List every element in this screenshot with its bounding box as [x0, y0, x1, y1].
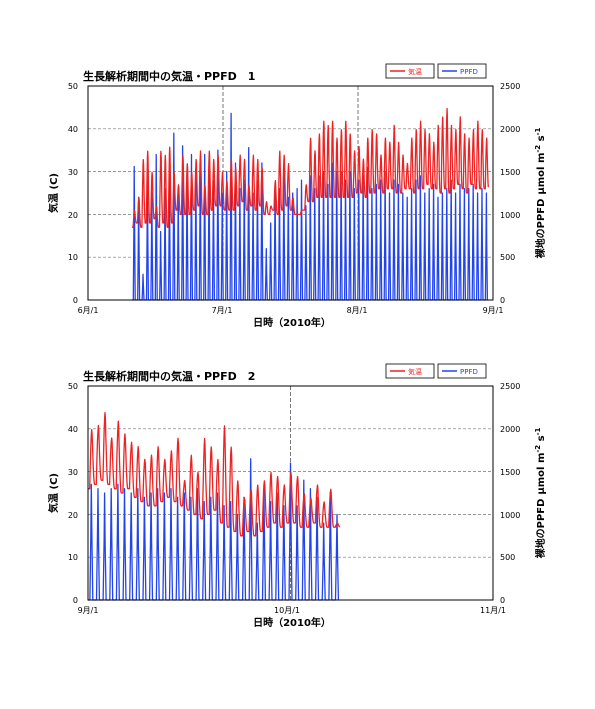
chart-2-y-axis-label: 気温 (C) — [47, 473, 60, 514]
chart-1-y-ticks: 50 40 30 20 10 0 — [68, 82, 78, 305]
chart-2-y2-tick-2000: 2000 — [500, 425, 520, 434]
chart-1-y2-ticks: 2500 2000 1500 1000 500 0 — [500, 82, 520, 305]
chart-2: 生長解析期間中の気温・PPFD 2 気温 PPFD 50 40 30 20 10… — [47, 363, 547, 629]
chart-2-y2-ticks: 2500 2000 1500 1000 500 0 — [500, 382, 520, 605]
chart-2-y-tick-0: 0 — [73, 596, 78, 605]
chart-1-y2-tick-0: 0 — [500, 296, 505, 305]
chart-2-y-tick-20: 20 — [68, 511, 78, 520]
chart-2-frame — [87, 385, 494, 601]
chart-1-y2-axis-label: 裸地のPPFD μmol m-2 s-1 — [534, 127, 547, 258]
chart-1-y-tick-50: 50 — [68, 82, 78, 91]
chart-2-y2-tick-1500: 1500 — [500, 468, 520, 477]
chart-1-y-tick-30: 30 — [68, 168, 78, 177]
chart-2-y2-unit-exp1: -2 — [534, 445, 542, 453]
chart-2-legend: 気温 PPFD — [385, 363, 487, 379]
legend-label-temp: 気温 — [408, 367, 422, 376]
legend-box-temp — [385, 363, 435, 379]
chart-2-y-tick-40: 40 — [68, 425, 78, 434]
chart-2-x-ticks: 9月/1 10月/1 11月/1 — [78, 606, 506, 615]
chart-1-y2-unit-mid: s — [536, 135, 547, 144]
chart-1-y-tick-40: 40 — [68, 125, 78, 134]
chart-2-y-tick-10: 10 — [68, 553, 78, 562]
chart-2-y2-tick-0: 0 — [500, 596, 505, 605]
legend-label-temp: 気温 — [408, 67, 422, 76]
chart-2-y2-unit-mid: s — [536, 435, 547, 444]
chart-1-y2-tick-1000: 1000 — [500, 211, 520, 220]
chart-1-y2-unit-exp2: -1 — [534, 127, 542, 135]
chart-2-y2-tick-2500: 2500 — [500, 382, 520, 391]
chart-1-y2-tick-500: 500 — [500, 253, 515, 262]
legend-label-ppfd: PPFD — [460, 68, 478, 76]
chart-1-ppfd-line — [132, 112, 489, 301]
chart-1-y2-unit-base: μmol m — [536, 153, 547, 195]
chart-1-y-tick-0: 0 — [73, 296, 78, 305]
chart-1-temp-line — [131, 107, 489, 228]
chart-1-legend: 気温 PPFD — [385, 63, 487, 79]
chart-2-x-tick-sep: 9月/1 — [78, 606, 99, 615]
chart-2-temp-line — [87, 411, 341, 537]
chart-1-y-axis-label: 気温 (C) — [47, 173, 60, 214]
chart-1-y-tick-20: 20 — [68, 211, 78, 220]
chart-1: 生長解析期間中の気温・PPFD 1 気温 PPFD 50 40 30 20 10… — [47, 63, 547, 329]
chart-2-y2-unit-exp2: -1 — [534, 427, 542, 435]
chart-2-title: 生長解析期間中の気温・PPFD 2 — [83, 369, 255, 383]
chart-1-y2-unit-exp1: -2 — [534, 145, 542, 153]
chart-1-title: 生長解析期間中の気温・PPFD 1 — [83, 69, 255, 83]
legend-box-temp — [385, 63, 435, 79]
chart-2-x-tick-oct: 10月/1 — [274, 606, 300, 615]
legend-box-ppfd — [437, 63, 487, 79]
chart-1-y2-tick-1500: 1500 — [500, 168, 520, 177]
chart-1-y2-tick-2000: 2000 — [500, 125, 520, 134]
chart-2-y-tick-50: 50 — [68, 382, 78, 391]
chart-2-x-tick-nov: 11月/1 — [480, 606, 506, 615]
chart-1-x-tick-sep: 9月/1 — [483, 306, 504, 315]
chart-2-y2-unit-base: μmol m — [536, 453, 547, 495]
chart-1-series — [131, 107, 489, 301]
chart-1-x-tick-jun: 6月/1 — [78, 306, 99, 315]
chart-2-y-ticks: 50 40 30 20 10 0 — [68, 382, 78, 605]
chart-1-x-axis-label: 日時（2010年） — [253, 316, 331, 329]
chart-1-x-tick-jul: 7月/1 — [212, 306, 233, 315]
chart-2-y2-axis-name: 裸地のPPFD — [534, 499, 547, 559]
legend-box-ppfd — [437, 363, 487, 379]
chart-2-y-tick-30: 30 — [68, 468, 78, 477]
chart-2-y2-tick-1000: 1000 — [500, 511, 520, 520]
chart-1-y2-tick-2500: 2500 — [500, 82, 520, 91]
chart-2-y2-tick-500: 500 — [500, 553, 515, 562]
chart-2-x-axis-label: 日時（2010年） — [253, 616, 331, 629]
chart-1-frame — [87, 85, 494, 301]
chart-2-y2-axis-label: 裸地のPPFD μmol m-2 s-1 — [534, 427, 547, 558]
chart-1-x-ticks: 6月/1 7月/1 8月/1 9月/1 — [78, 306, 504, 315]
chart-1-y-tick-10: 10 — [68, 253, 78, 262]
legend-label-ppfd: PPFD — [460, 368, 478, 376]
chart-1-x-tick-aug: 8月/1 — [347, 306, 368, 315]
chart-1-y2-axis-name: 裸地のPPFD — [534, 199, 547, 259]
